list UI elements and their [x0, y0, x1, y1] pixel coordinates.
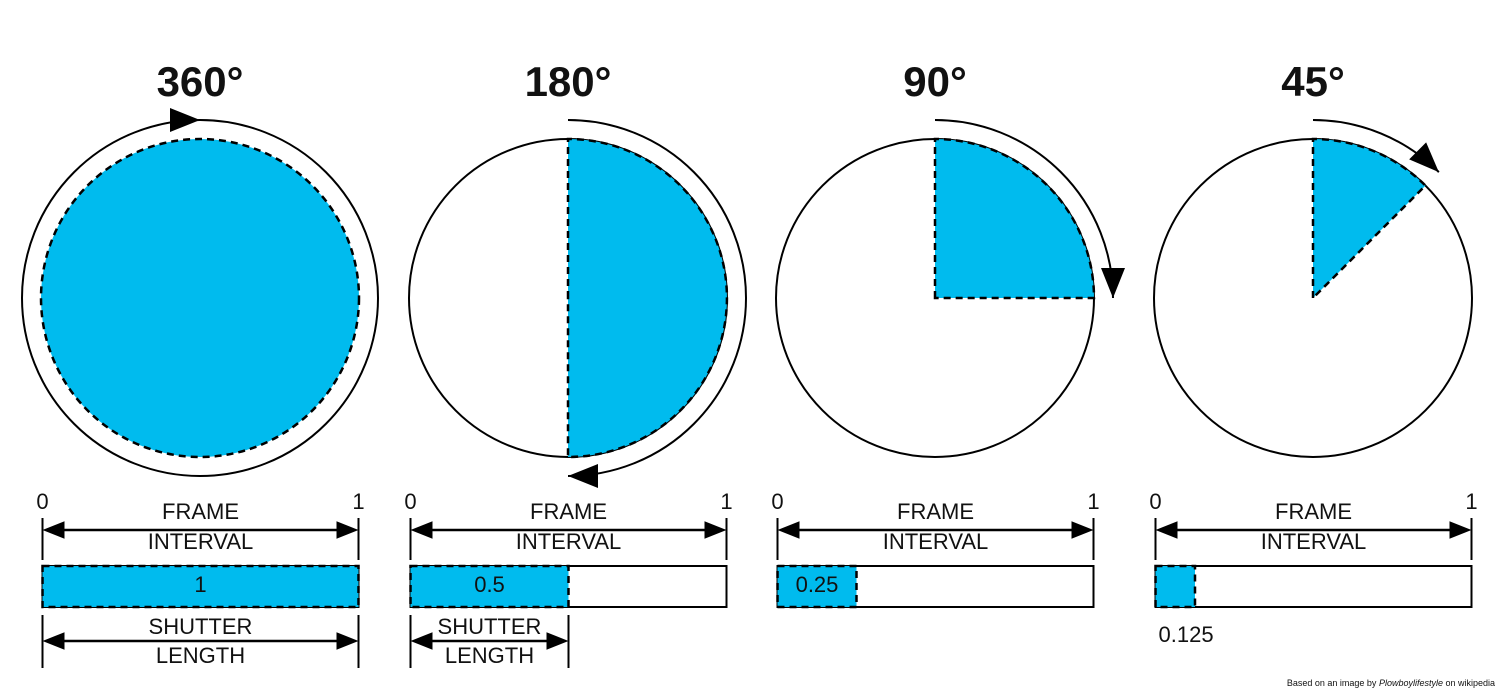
- frame-arrow-head: [42, 521, 65, 539]
- shutter-value: 0.125: [1159, 622, 1214, 647]
- shutter-label: LENGTH: [156, 643, 245, 668]
- frame-arrow-head: [777, 521, 800, 539]
- credit-author: Plowboylifestyle: [1379, 678, 1443, 688]
- frame-arrow-head: [336, 521, 359, 539]
- rotation-head: [170, 108, 200, 132]
- rotation-head: [568, 464, 598, 488]
- scale-end: 1: [720, 489, 732, 514]
- frame-bar: [1154, 565, 1473, 608]
- sector: [1311, 137, 1428, 302]
- rotation-head: [1101, 268, 1125, 298]
- frame-arrow-head: [704, 521, 727, 539]
- rotation-head: [1409, 142, 1439, 173]
- frame-arrow-head: [1449, 521, 1472, 539]
- shutter-bar: [409, 564, 570, 609]
- sector: [933, 137, 1096, 300]
- sector: [566, 137, 729, 459]
- credit: Based on an image by Plowboylifestyle on…: [1287, 678, 1495, 688]
- credit-suffix: on wikipedia: [1443, 678, 1495, 688]
- frame-arrow-head: [1155, 521, 1178, 539]
- shutter-arrow-head: [546, 632, 569, 650]
- credit-prefix: Based on an image by: [1287, 678, 1379, 688]
- scale-end: 1: [352, 489, 364, 514]
- panel-title: 90°: [903, 58, 967, 105]
- frame-label: FRAME: [1275, 499, 1352, 524]
- shutter-arrow-head: [42, 632, 65, 650]
- frame-label: INTERVAL: [148, 529, 254, 554]
- shutter-arrow-head: [410, 632, 433, 650]
- frame-label: FRAME: [162, 499, 239, 524]
- shutter-label: SHUTTER: [149, 614, 253, 639]
- scale-start: 0: [36, 489, 48, 514]
- shutter-arrow-head: [336, 632, 359, 650]
- shutter-value: 0.5: [474, 572, 505, 597]
- frame-label: INTERVAL: [883, 529, 989, 554]
- scale-end: 1: [1087, 489, 1099, 514]
- frame-arrow-head: [1071, 521, 1094, 539]
- frame-label: INTERVAL: [1261, 529, 1367, 554]
- scale-start: 0: [771, 489, 783, 514]
- panel-title: 45°: [1281, 58, 1345, 105]
- shutter-label: LENGTH: [445, 643, 534, 668]
- rotation-arc: [934, 119, 1114, 299]
- frame-label: FRAME: [530, 499, 607, 524]
- frame-arrow-head: [410, 521, 433, 539]
- panel-title: 360°: [157, 58, 244, 105]
- rotation-arc: [567, 119, 747, 477]
- scale-start: 0: [1149, 489, 1161, 514]
- shutter-value: 0.25: [796, 572, 839, 597]
- scale-end: 1: [1465, 489, 1477, 514]
- shutter-value: 1: [194, 572, 206, 597]
- shutter-bar: [41, 564, 360, 609]
- sector: [39, 137, 361, 459]
- scale-start: 0: [404, 489, 416, 514]
- shutter-label: SHUTTER: [438, 614, 542, 639]
- frame-label: FRAME: [897, 499, 974, 524]
- frame-label: INTERVAL: [516, 529, 622, 554]
- shutter-bar: [1154, 564, 1197, 609]
- panel-title: 180°: [525, 58, 612, 105]
- shutter-bar: [776, 564, 858, 609]
